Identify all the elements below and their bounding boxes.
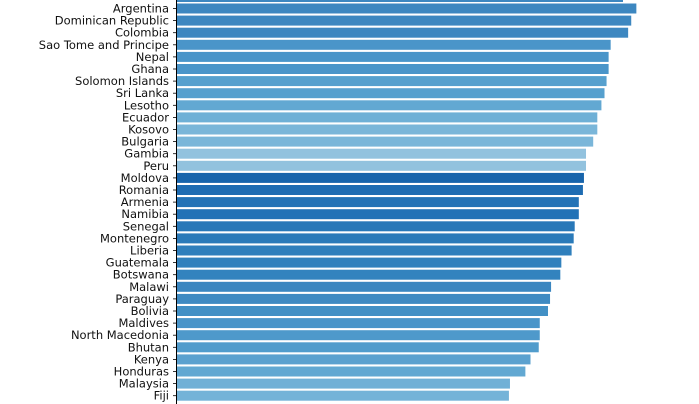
- bar-gambia: [177, 148, 587, 159]
- category-label: Paraguay: [115, 292, 169, 306]
- bar-liberia: [177, 245, 572, 256]
- category-label: Solomon Islands: [75, 74, 169, 88]
- bar-maldives: [177, 318, 540, 329]
- bar-botswana: [177, 269, 561, 280]
- category-label: Bulgaria: [121, 135, 169, 149]
- bar-senegal: [177, 221, 575, 232]
- bar-malawi: [177, 281, 552, 292]
- category-label: Kosovo: [128, 123, 169, 137]
- bar-nepal: [177, 51, 609, 62]
- category-label: Peru: [143, 159, 169, 173]
- bar-guatemala: [177, 257, 562, 268]
- category-label: Malawi: [129, 280, 169, 294]
- category-label: Sao Tome and Principe: [39, 38, 169, 52]
- category-label: Armenia: [121, 195, 169, 209]
- bar-lesotho: [177, 100, 602, 111]
- category-label: North Macedonia: [71, 328, 169, 342]
- bar-sao-tome-and-principe: [177, 39, 611, 50]
- bar-bolivia: [177, 306, 548, 316]
- bar-kenya: [177, 354, 531, 365]
- bar-bulgaria: [177, 136, 594, 147]
- bar-sri-lanka: [177, 88, 605, 99]
- category-label: Namibia: [121, 207, 169, 221]
- category-label: Liberia: [130, 244, 169, 258]
- category-label: Ecuador: [122, 110, 169, 124]
- category-label: Gambia: [124, 147, 169, 161]
- bar-ghana: [177, 64, 609, 74]
- bar-solomon-islands: [177, 76, 607, 87]
- category-label: Argentina: [113, 2, 169, 16]
- category-label: Honduras: [114, 365, 169, 379]
- bar-romania: [177, 185, 583, 195]
- bar-partial-top: [177, 0, 623, 2]
- category-label: Moldova: [121, 171, 169, 185]
- category-label: Lesotho: [124, 98, 169, 112]
- category-label: Nepal: [136, 50, 169, 64]
- bar-peru: [177, 160, 587, 171]
- bar-montenegro: [177, 233, 574, 244]
- bar-namibia: [177, 209, 579, 220]
- category-label: Ghana: [131, 62, 169, 76]
- bar-paraguay: [177, 293, 551, 304]
- bar-malaysia: [177, 378, 510, 389]
- bars-group: [177, 0, 637, 401]
- bar-colombia: [177, 27, 629, 38]
- category-label: Botswana: [113, 268, 169, 282]
- category-label: Bhutan: [128, 340, 169, 354]
- bar-moldova: [177, 172, 584, 183]
- bar-ecuador: [177, 112, 598, 123]
- category-label: Montenegro: [100, 231, 169, 245]
- category-label: Sri Lanka: [116, 86, 169, 100]
- category-label: Maldives: [118, 316, 169, 330]
- category-label: Guatemala: [106, 256, 169, 270]
- category-label: Malaysia: [119, 377, 169, 391]
- bar-kosovo: [177, 124, 598, 135]
- bar-bhutan: [177, 342, 539, 353]
- category-label: Colombia: [115, 26, 169, 40]
- bar-north-macedonia: [177, 330, 540, 341]
- bar-armenia: [177, 197, 579, 208]
- bar-dominican-republic: [177, 15, 632, 26]
- category-label: Senegal: [123, 219, 169, 233]
- category-label: Dominican Republic: [55, 14, 169, 28]
- category-label: Bolivia: [131, 304, 169, 318]
- category-label: Romania: [119, 183, 169, 197]
- bar-honduras: [177, 366, 526, 377]
- category-label: Kenya: [134, 352, 169, 366]
- bar-argentina: [177, 3, 637, 14]
- bar-fiji: [177, 390, 509, 401]
- category-label: Fiji: [154, 389, 169, 403]
